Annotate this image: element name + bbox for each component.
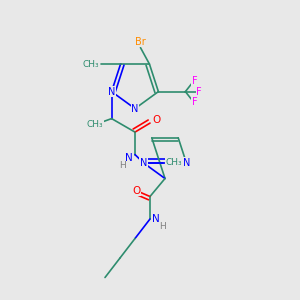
Text: F: F [196, 87, 202, 97]
Text: H: H [119, 160, 126, 169]
Text: O: O [152, 115, 160, 125]
Text: N: N [152, 214, 160, 224]
Text: F: F [192, 97, 197, 107]
Text: CH₃: CH₃ [165, 158, 182, 167]
Text: N: N [125, 153, 133, 163]
Text: CH₃: CH₃ [82, 60, 99, 69]
Text: N: N [131, 103, 139, 114]
Text: N: N [140, 158, 147, 168]
Text: Br: Br [135, 37, 146, 46]
Text: CH₃: CH₃ [87, 120, 103, 129]
Text: N: N [183, 158, 190, 168]
Text: F: F [192, 76, 197, 86]
Text: N: N [108, 87, 115, 97]
Text: O: O [132, 185, 141, 196]
Text: H: H [159, 222, 166, 231]
